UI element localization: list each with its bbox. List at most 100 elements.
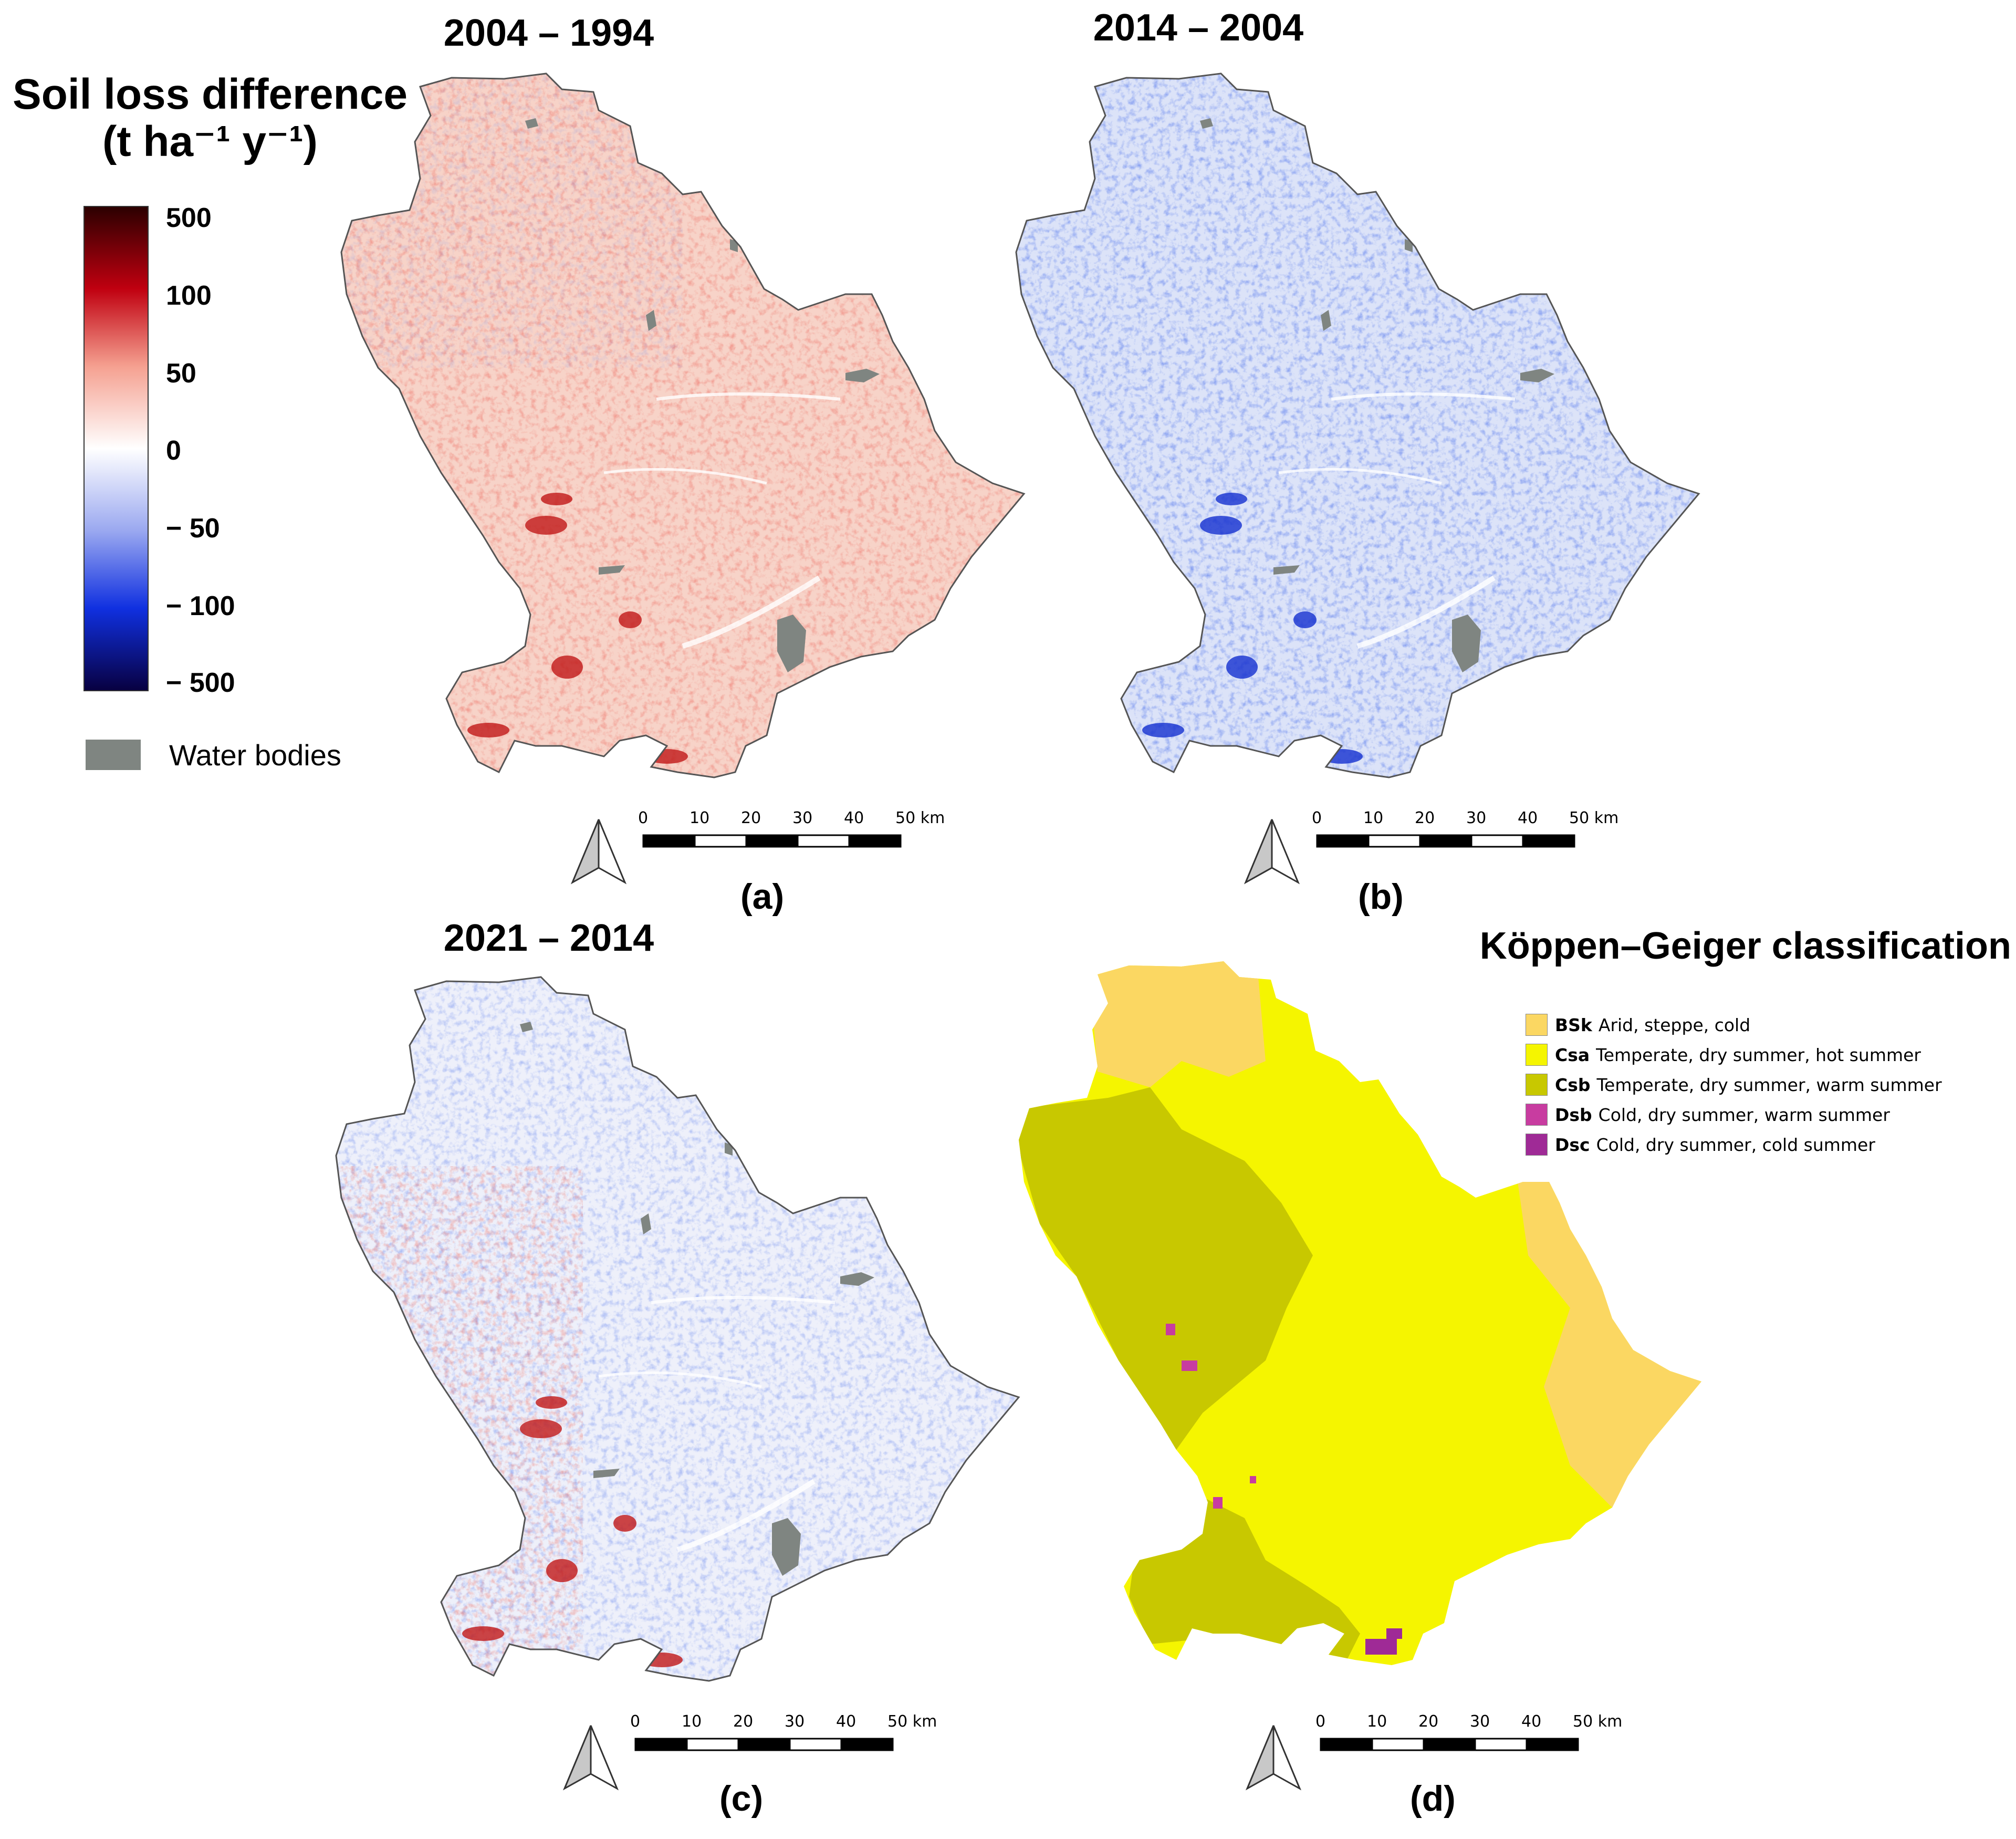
colorbar: [83, 206, 149, 691]
scalebar-label: 0: [1315, 1712, 1326, 1731]
scalebar-label: 20: [733, 1712, 754, 1731]
koppen-legend-item: Dsb Cold, dry summer, warm summer: [1526, 1104, 1890, 1126]
scalebar-label: 0: [638, 809, 649, 827]
legend-title-line1: Soil loss difference: [13, 70, 408, 118]
koppen-swatch: [1526, 1044, 1548, 1066]
water-body: [777, 615, 806, 672]
scalebar-segment: [1419, 834, 1472, 848]
water-bodies-label: Water bodies: [169, 739, 341, 772]
koppen-legend-item: Dsc Cold, dry summer, cold summer: [1526, 1134, 1875, 1156]
water-body: [599, 565, 625, 575]
koppen-desc: Temperate, dry summer, hot summer: [1596, 1044, 1921, 1065]
scalebar-segment: [745, 834, 799, 848]
scalebar-label: 0: [630, 1712, 641, 1731]
scalebar-segment: [1522, 834, 1575, 848]
koppen-code: Dsc: [1555, 1134, 1590, 1155]
koppen-swatch: [1526, 1074, 1548, 1096]
scalebar-segment: [848, 834, 902, 848]
scalebar-label: 20: [1418, 1712, 1439, 1731]
koppen-swatch: [1526, 1104, 1548, 1126]
koppen-legend-item: BSk Arid, steppe, cold: [1526, 1014, 1750, 1036]
colorbar-tick: 500: [166, 203, 212, 233]
panel-title-a: 2004 – 1994: [443, 12, 654, 54]
legend-title: Soil loss difference (t ha⁻¹ y⁻¹): [0, 70, 420, 166]
scalebar-segment: [1526, 1738, 1579, 1751]
water-body: [772, 1518, 801, 1576]
scalebar-label: 30: [1466, 809, 1487, 827]
scalebar-segment: [642, 834, 696, 848]
water-body: [641, 1213, 651, 1234]
scalebar-label: 30: [785, 1712, 805, 1731]
scalebar-segment: [1367, 834, 1421, 848]
water-body: [1452, 615, 1481, 672]
koppen-code: Csb: [1555, 1074, 1591, 1095]
water-swatch: [86, 740, 141, 770]
koppen-desc: Temperate, dry summer, warm summer: [1596, 1074, 1942, 1095]
scalebar-label: 0: [1312, 809, 1322, 827]
koppen-desc: Arid, steppe, cold: [1598, 1014, 1751, 1035]
water-body: [1520, 369, 1554, 382]
panel-label-b: (b): [1358, 877, 1404, 917]
scalebar-segment: [1474, 1738, 1528, 1751]
scalebar-label: 40: [844, 809, 864, 827]
legend-title-line2: (t ha⁻¹ y⁻¹): [102, 118, 318, 166]
soil-loss-map: [335, 976, 1020, 1682]
colorbar-tick: − 100: [166, 591, 235, 621]
water-body: [525, 118, 538, 129]
scalebar-label: 20: [1415, 809, 1435, 827]
scalebar-segment: [797, 834, 850, 848]
panel-title-c: 2021 – 2014: [443, 917, 654, 959]
scalebar-label: 30: [1470, 1712, 1490, 1731]
panel-title-b: 2014 – 2004: [1093, 7, 1304, 49]
koppen-swatch: [1526, 1134, 1548, 1156]
scalebar-label: 40: [1518, 809, 1538, 827]
koppen-legend-item: Csb Temperate, dry summer, warm summer: [1526, 1074, 1942, 1096]
scalebar-label: 30: [792, 809, 813, 827]
scalebar-segment: [634, 1738, 688, 1751]
colorbar-tick: − 500: [166, 668, 235, 698]
soil-loss-map: [1015, 72, 1700, 778]
north-arrow-icon: [570, 819, 627, 885]
scalebar-segment: [1423, 1738, 1476, 1751]
koppen-desc: Cold, dry summer, warm summer: [1598, 1104, 1890, 1125]
koppen-code: Dsb: [1555, 1104, 1592, 1125]
water-body: [646, 310, 656, 331]
scalebar-segment: [789, 1738, 842, 1751]
soil-loss-map: [340, 72, 1026, 778]
scalebar-segment: [1320, 1738, 1373, 1751]
koppen-code: Csa: [1555, 1044, 1590, 1065]
scalebar-label: 10: [690, 809, 710, 827]
koppen-code: BSk: [1555, 1014, 1592, 1035]
panel-label-c: (c): [719, 1779, 764, 1819]
scalebar-label: 50 km: [895, 809, 945, 827]
scalebar-segment: [686, 1738, 739, 1751]
north-arrow-icon: [1245, 1725, 1302, 1791]
scalebar-segment: [694, 834, 747, 848]
colorbar-tick: 0: [166, 435, 181, 466]
scalebar-label: 50 km: [1573, 1712, 1623, 1731]
scalebar-label: 20: [741, 809, 761, 827]
water-body: [1200, 118, 1213, 129]
scalebar-segment: [1316, 834, 1370, 848]
panel-label-d: (d): [1410, 1779, 1456, 1819]
colorbar-tick: 50: [166, 358, 196, 389]
water-body: [520, 1022, 533, 1032]
scalebar-label: 50 km: [887, 1712, 937, 1731]
koppen-desc: Cold, dry summer, cold summer: [1596, 1134, 1875, 1155]
koppen-swatch: [1526, 1014, 1548, 1036]
scalebar-label: 10: [1367, 1712, 1387, 1731]
scalebar-label: 10: [682, 1712, 702, 1731]
koppen-legend-item: Csa Temperate, dry summer, hot summer: [1526, 1044, 1921, 1066]
scalebar-label: 50 km: [1569, 809, 1619, 827]
north-arrow-icon: [1244, 819, 1300, 885]
scalebar-segment: [737, 1738, 791, 1751]
scalebar-segment: [840, 1738, 894, 1751]
scalebar-label: 40: [1521, 1712, 1542, 1731]
scalebar-label: 10: [1363, 809, 1384, 827]
water-body: [1273, 565, 1300, 575]
panel-label-a: (a): [740, 877, 785, 917]
water-body: [593, 1469, 620, 1478]
colorbar-tick: − 50: [166, 513, 220, 544]
colorbar-tick: 100: [166, 280, 212, 311]
